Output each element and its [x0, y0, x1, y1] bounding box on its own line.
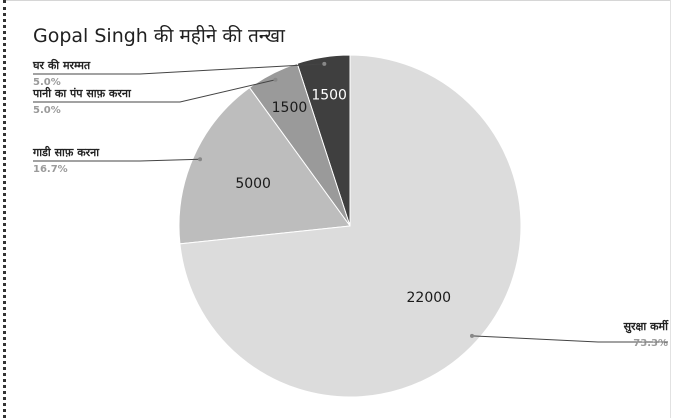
slice-percent-label-0: 5.0% — [33, 77, 61, 88]
slice-value-label-2: 5000 — [235, 176, 271, 192]
leader-line-3 — [471, 335, 668, 343]
slice-percent-label-1: 5.0% — [33, 105, 61, 116]
external-labels: घर की मरम्मत5.0%पानी का पंप साफ़ करना5.0… — [32, 58, 669, 349]
slice-category-label-0: घर की मरम्मत — [32, 58, 91, 72]
pie-slices — [178, 54, 522, 398]
slice-category-label-1: पानी का पंप साफ़ करना — [32, 86, 132, 100]
slice-value-label-0: 1500 — [311, 87, 347, 103]
slice-value-label-1: 1500 — [272, 100, 308, 116]
right-border — [670, 0, 671, 418]
leader-line-2 — [33, 158, 201, 162]
top-border — [6, 0, 670, 1]
leader-dot-0 — [322, 61, 327, 66]
slice-value-label-3: 22000 — [407, 290, 452, 306]
leader-line-0 — [33, 63, 325, 75]
dotted-left-border — [3, 0, 6, 418]
chart-title: Gopal Singh की महीने की तन्खा — [33, 25, 285, 47]
leader-dot-1 — [273, 77, 278, 82]
leader-dot-3 — [469, 333, 474, 338]
leader-line-1 — [33, 79, 276, 103]
slice-category-label-3: सुरक्षा कर्मी — [623, 319, 670, 334]
slice-percent-label-3: 73.3% — [633, 338, 668, 349]
leader-lines — [33, 61, 668, 343]
slice-percent-label-2: 16.7% — [33, 164, 68, 175]
leader-dot-2 — [198, 157, 203, 162]
pie-slice-2 — [178, 86, 351, 245]
slice-category-label-2: गाडी साफ़ करना — [32, 145, 100, 159]
pie-slice-3 — [179, 54, 522, 398]
